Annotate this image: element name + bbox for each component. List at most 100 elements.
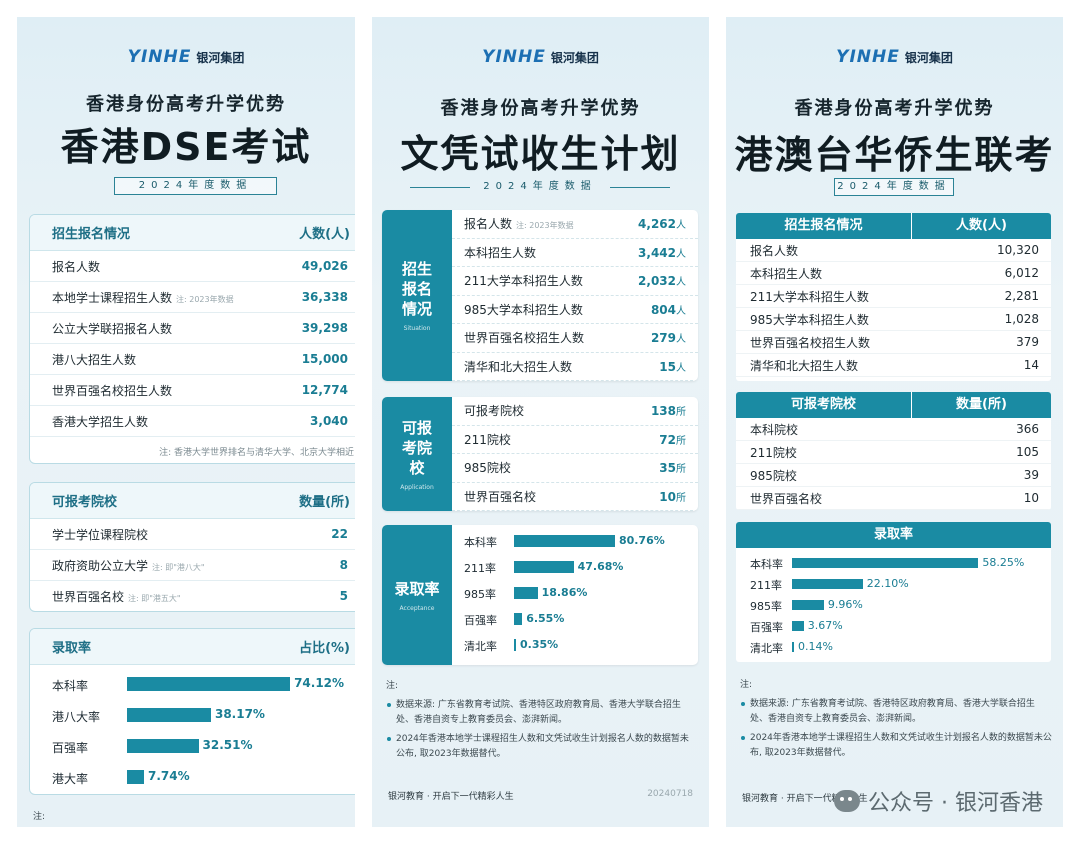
table-row: 985大学本科招生人数 1,028 [736, 308, 1051, 331]
row-label-text: 本地学士课程招生人数 [52, 290, 173, 305]
row-value: 12,774 [301, 383, 348, 397]
bar-value: 80.76% [618, 534, 665, 547]
bar-row: 百强率 3.67% [736, 615, 1051, 636]
bar [792, 600, 824, 610]
dse-plan-poster: YINHE 银河集团 香港身份高考升学优势 文凭试收生计划 2024年度数据 招生… [372, 17, 709, 827]
row-label: 211大学本科招生人数 [464, 272, 583, 289]
row-label-text: 报名人数 [52, 259, 101, 274]
bar-row: 本科率 80.76% [452, 528, 698, 554]
bar-value: 18.86% [541, 586, 588, 599]
row-label: 世界百强名校 [750, 491, 823, 506]
bar-value: 0.35% [520, 638, 559, 651]
row-label-text: 香港大学招生人数 [52, 414, 149, 429]
row-label: 报名人数 注: 2023年数据 [464, 215, 574, 232]
bar-label: 本科率 [52, 679, 89, 693]
bar-label: 清北率 [750, 642, 783, 655]
poster-subtitle: 香港身份高考升学优势 [86, 94, 286, 115]
table-row: 香港大学招生人数 3,040 [30, 406, 355, 437]
poster-subtitle: 香港身份高考升学优势 [794, 98, 995, 119]
row-value: 379 [1016, 335, 1039, 349]
row-value: 804人 [651, 302, 686, 317]
bar-label: 百强率 [52, 741, 89, 755]
bar [127, 770, 145, 784]
row-label-text: 985院校 [464, 461, 511, 476]
bar-label: 985率 [464, 588, 496, 601]
value-unit: 人 [676, 334, 686, 346]
row-label-text: 港八大招生人数 [52, 352, 137, 367]
enroll-card: 招生报名情况 人数(人) 报名人数 10,320 本科招生人数 6,012 211大学本科… [736, 213, 1051, 381]
row-value: 10 [1023, 491, 1039, 505]
bar-label: 百强率 [464, 614, 497, 627]
row-label: 可报考院校 [464, 402, 524, 419]
row-label-text: 报名人数 [464, 217, 513, 232]
row-label: 港八大招生人数 [52, 351, 136, 368]
bar [792, 579, 863, 589]
row-value: 39,298 [301, 321, 348, 335]
row-value: 22 [331, 527, 348, 541]
row-label: 211院校 [464, 431, 511, 448]
yinhe-logo: YINHE 银河集团 [482, 47, 599, 67]
bar-row: 本科率 58.25% [736, 552, 1051, 573]
table-row: 学士学位课程院校 22 [30, 519, 355, 550]
row-value: 35所 [659, 460, 686, 475]
value-num: 10 [659, 489, 676, 504]
bar-label: 百强率 [750, 621, 783, 634]
value-unit: 所 [676, 435, 686, 447]
joint-exam-poster: YINHE 银河集团 香港身份高考升学优势 港澳台华侨生联考 2024年度数据 招… [726, 17, 1063, 827]
bar-row: 211率 47.68% [452, 554, 698, 580]
bar-row: 本科率 74.12% [30, 669, 355, 700]
bar-row: 清北率 0.14% [736, 636, 1051, 657]
bar [127, 739, 199, 753]
yinhe-logo: YINHE 银河集团 [836, 47, 953, 67]
admission-side: 录取率 Acceptance [382, 525, 452, 665]
bar [792, 621, 804, 631]
row-value: 138所 [651, 403, 686, 418]
table-row: 港八大招生人数 15,000 [30, 344, 355, 375]
admission-card: 录取率 占比(%) 本科率 74.12% 港八大率 38.17% 百强率 32.51% 港大率… [29, 628, 355, 795]
row-label-text: 可报考院校 [464, 404, 525, 419]
year-label: 2024年度数据 [834, 178, 954, 196]
table-row: 世界百强名校招生人数 12,774 [30, 375, 355, 406]
table-row: 985大学本科招生人数 804人 [452, 296, 698, 324]
value-unit: 人 [676, 277, 686, 289]
row-note: 注: 即"港八大" [152, 562, 205, 572]
enroll-card: 招生报名情况 Situation 报名人数 注: 2023年数据 4,262人 本科招… [382, 210, 698, 381]
row-label: 世界百强名校招生人数 [464, 329, 584, 346]
admission-header: 录取率 [736, 522, 1051, 548]
admission-header: 录取率 占比(%) [30, 629, 355, 665]
value-num: 3,442 [638, 245, 676, 260]
poster-title: 香港DSE考试 [60, 125, 312, 169]
value-num: 804 [650, 302, 676, 317]
row-label: 211院校 [750, 445, 797, 460]
bar [514, 639, 516, 651]
row-label: 香港大学招生人数 [52, 413, 148, 430]
row-note: 注: 2023年数据 [516, 221, 574, 231]
table-row: 本科招生人数 3,442人 [452, 239, 698, 267]
bar [127, 677, 291, 691]
year-rule-right [610, 187, 670, 188]
schools-header: 可报考院校 数量(所) [736, 392, 1051, 418]
bar [792, 558, 979, 568]
row-value: 14 [1023, 358, 1039, 372]
row-label: 报名人数 [52, 258, 100, 275]
row-label-text: 政府资助公立大学 [52, 558, 149, 573]
table-row: 清华和北大招生人数 15人 [452, 353, 698, 381]
value-num: 35 [659, 461, 676, 476]
table-row: 本科院校 366 [736, 418, 1051, 441]
wechat-icon [834, 790, 861, 812]
wechat-watermark: 公众号 · 银河香港 [834, 785, 1043, 817]
table-row: 985院校 35所 [452, 454, 698, 483]
value-unit: 人 [676, 248, 686, 260]
schools-side: 可报考院校 Application [382, 397, 452, 511]
row-label-text: 世界百强名校 [464, 489, 537, 504]
bar-row: 百强率 6.55% [452, 606, 698, 632]
schools-card: 可报考院校 数量(所) 学士学位课程院校 22 政府资助公立大学 注: 即"港八大" 8 世… [29, 482, 355, 612]
row-label: 本科招生人数 [750, 266, 823, 281]
row-value: 10,320 [997, 243, 1039, 257]
row-label: 报名人数 [750, 243, 799, 258]
dse-poster: YINHE 银河集团 香港身份高考升学优势 香港DSE考试 2024年度数据 招生… [17, 17, 355, 827]
note-label: 注: [33, 812, 46, 822]
bar-label: 清北率 [464, 640, 497, 653]
bar-row: 985率 18.86% [452, 580, 698, 606]
year-label: 2024年度数据 [483, 181, 597, 192]
